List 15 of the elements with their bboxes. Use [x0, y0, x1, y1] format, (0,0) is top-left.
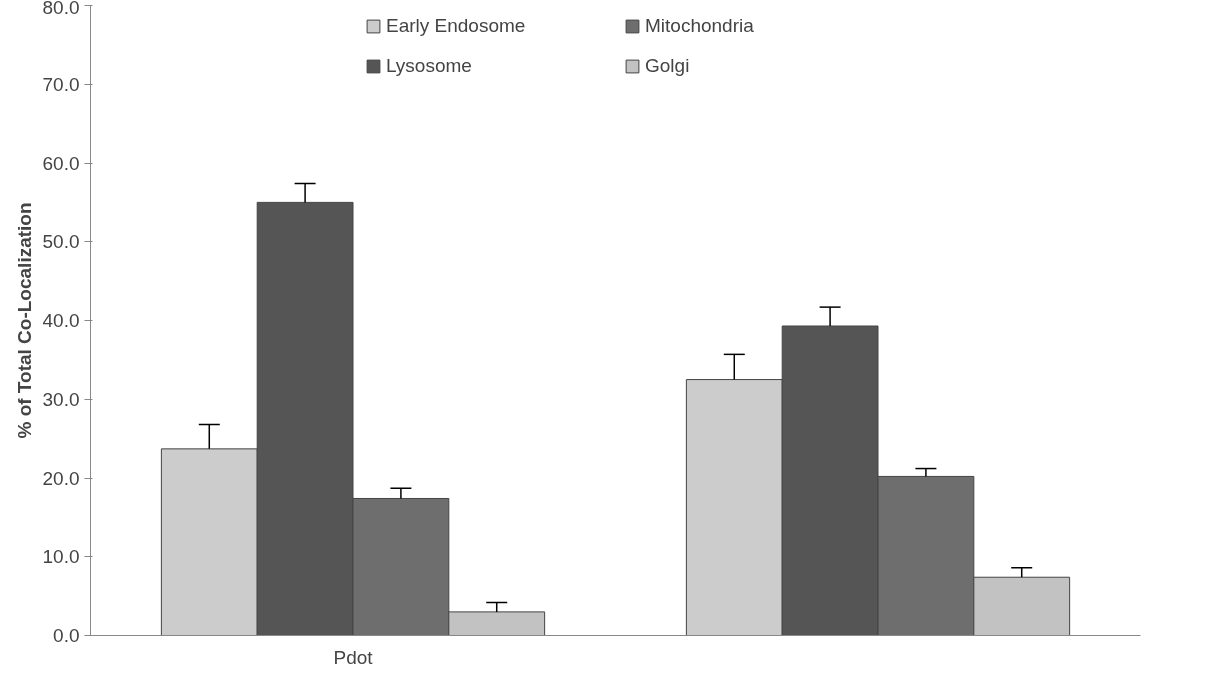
y-tick-label: 40.0: [42, 310, 80, 331]
y-tick-label: 50.0: [42, 231, 80, 253]
x-tick-label: Pdot: [333, 646, 374, 668]
y-tick-label: 60.0: [42, 152, 80, 174]
y-tick-label: 80.0: [42, 0, 80, 18]
y-tick-label: 70.0: [42, 73, 80, 95]
y-tick-label: 20.0: [42, 467, 80, 489]
y-tick-label: 0.0: [53, 625, 80, 646]
legend-label: Lysosome: [386, 55, 473, 77]
legend-label: Golgi: [645, 55, 691, 77]
y-axis-title: % of Total Co-Localization: [13, 202, 35, 439]
legend-label: Mitochondria: [645, 15, 755, 37]
y-tick-label: 30.0: [42, 388, 80, 410]
legend-label: Early Endosome: [386, 15, 527, 37]
y-tick-label: 10.0: [42, 546, 80, 568]
